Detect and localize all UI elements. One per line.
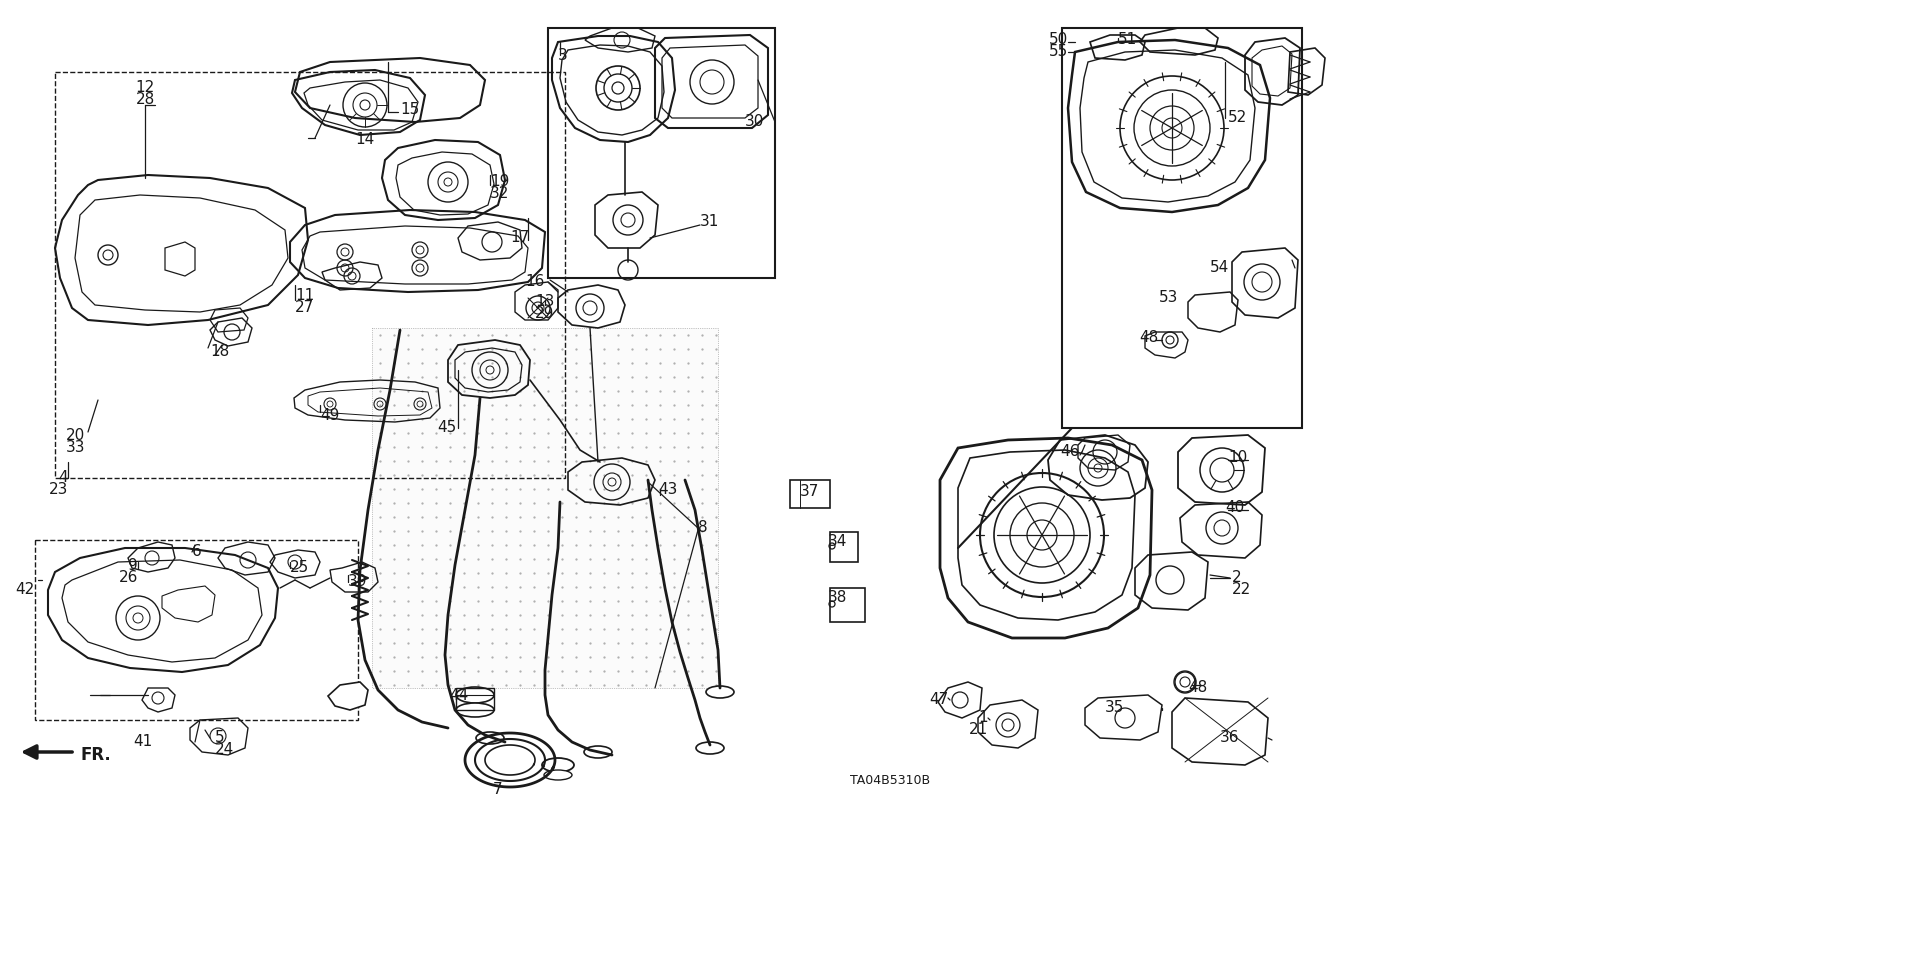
Text: 47: 47 (929, 692, 948, 708)
Text: 16: 16 (526, 274, 545, 290)
Text: 26: 26 (119, 570, 138, 584)
Text: 6: 6 (192, 545, 202, 559)
Text: FR.: FR. (81, 746, 111, 764)
Text: 50: 50 (1048, 33, 1068, 48)
Text: 41: 41 (132, 735, 152, 750)
Text: 30: 30 (745, 114, 764, 129)
Ellipse shape (476, 732, 503, 744)
Polygon shape (328, 682, 369, 710)
Ellipse shape (707, 686, 733, 698)
Ellipse shape (541, 758, 574, 772)
Text: 25: 25 (290, 560, 309, 575)
Text: 31: 31 (701, 215, 720, 229)
Text: 33: 33 (65, 439, 84, 455)
Text: 14: 14 (355, 132, 374, 148)
Text: 48: 48 (1188, 681, 1208, 695)
Ellipse shape (457, 687, 493, 703)
Text: 32: 32 (490, 186, 509, 201)
Text: 12: 12 (136, 81, 156, 96)
Text: 1: 1 (979, 711, 989, 726)
Text: 17: 17 (511, 230, 530, 246)
Text: 53: 53 (1158, 291, 1179, 306)
Text: TA04B5310B: TA04B5310B (851, 774, 929, 786)
Text: 55: 55 (1048, 44, 1068, 59)
Text: 2: 2 (1233, 571, 1242, 586)
Text: 36: 36 (1219, 731, 1240, 745)
Text: 18: 18 (209, 344, 228, 360)
Text: 48: 48 (1139, 331, 1158, 345)
Text: 54: 54 (1210, 261, 1229, 275)
Text: 37: 37 (801, 484, 820, 500)
Text: 27: 27 (296, 299, 315, 315)
Text: 13: 13 (536, 294, 555, 310)
Text: 9: 9 (129, 557, 138, 573)
Text: 22: 22 (1233, 582, 1252, 597)
Text: 29: 29 (536, 307, 555, 321)
Text: 21: 21 (970, 722, 989, 737)
Text: 38: 38 (828, 591, 847, 605)
Text: 15: 15 (399, 103, 419, 118)
Text: 19: 19 (490, 175, 509, 190)
Text: 24: 24 (215, 742, 234, 758)
Text: 43: 43 (659, 482, 678, 498)
Text: 40: 40 (1225, 501, 1244, 516)
Ellipse shape (334, 689, 365, 703)
Ellipse shape (543, 770, 572, 780)
Text: 46: 46 (1060, 445, 1079, 459)
Text: 5: 5 (215, 731, 225, 745)
Ellipse shape (829, 543, 835, 549)
Text: 39: 39 (348, 574, 367, 590)
Text: 28: 28 (136, 92, 156, 107)
Text: 49: 49 (321, 408, 340, 423)
Text: 3: 3 (559, 48, 568, 62)
Polygon shape (372, 328, 718, 688)
Text: 42: 42 (15, 582, 35, 597)
Text: 10: 10 (1229, 451, 1248, 465)
Text: 11: 11 (296, 288, 315, 302)
Ellipse shape (695, 742, 724, 754)
Text: 23: 23 (48, 482, 67, 498)
Text: 20: 20 (65, 428, 84, 442)
Text: 7: 7 (493, 783, 503, 798)
Text: 4: 4 (58, 471, 67, 485)
Text: 8: 8 (699, 521, 708, 535)
Text: 52: 52 (1229, 110, 1248, 126)
Ellipse shape (457, 703, 493, 717)
Text: 34: 34 (828, 534, 847, 550)
Ellipse shape (829, 601, 835, 607)
Text: 35: 35 (1106, 700, 1125, 715)
Ellipse shape (584, 746, 612, 758)
Text: 45: 45 (436, 420, 457, 435)
Text: 51: 51 (1117, 33, 1137, 48)
Text: 44: 44 (449, 688, 468, 703)
